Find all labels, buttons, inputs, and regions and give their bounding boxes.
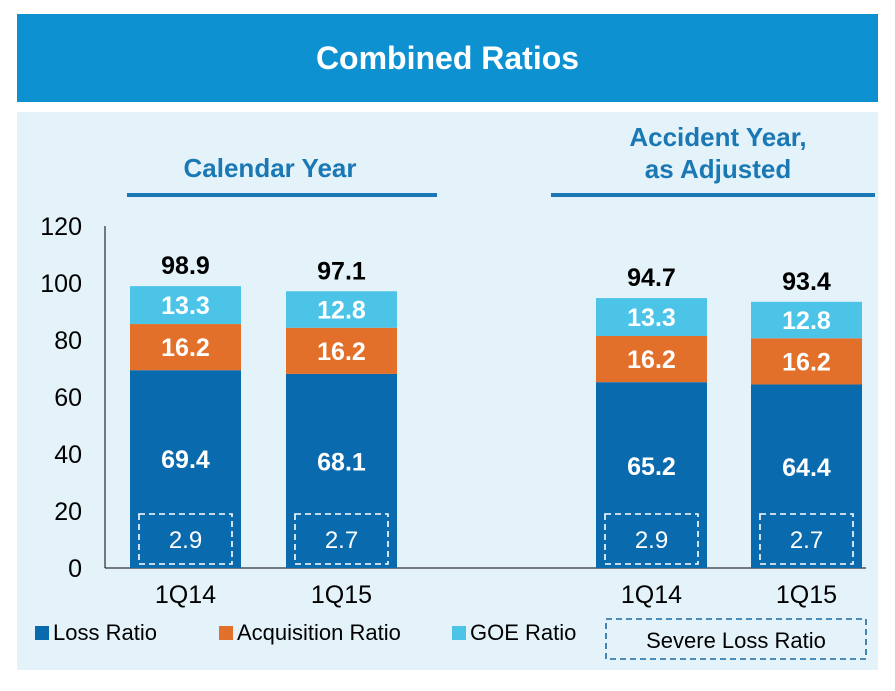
severe-loss-label-1: 2.9 <box>169 527 202 554</box>
goe-value-label-3: 13.3 <box>627 304 676 332</box>
total-label-1: 98.9 <box>161 252 210 280</box>
x-tick-label-2: 1Q15 <box>311 581 372 609</box>
severe-loss-legend-box <box>605 618 867 660</box>
goe-bar-3 <box>596 298 707 337</box>
title-banner: Combined Ratios <box>17 14 878 102</box>
loss-ratio-legend-swatch <box>35 626 49 640</box>
x-tick-label-3: 1Q14 <box>621 581 682 609</box>
severe-loss-box-2 <box>294 513 389 565</box>
acquisition-bar-3 <box>596 336 707 383</box>
severe-loss-ratio-legend-label: Severe Loss Ratio <box>646 628 826 653</box>
group-underline-1 <box>127 193 437 197</box>
group-title-1: Calendar Year <box>184 153 357 183</box>
goe-bar-2 <box>286 291 397 328</box>
total-label-2: 97.1 <box>317 257 366 285</box>
loss-bar-4 <box>751 384 862 568</box>
loss-bar-2 <box>286 373 397 568</box>
severe-loss-box-1 <box>138 513 233 565</box>
y-tick-label-40: 40 <box>54 441 82 469</box>
goe-value-label-2: 12.8 <box>317 297 366 325</box>
total-label-3: 94.7 <box>627 264 676 292</box>
y-tick-label-0: 0 <box>68 555 82 583</box>
goe-ratio-legend-swatch <box>452 626 466 640</box>
severe-loss-label-3: 2.9 <box>635 527 668 554</box>
loss-value-label-1: 69.4 <box>161 446 210 474</box>
total-label-4: 93.4 <box>782 268 831 296</box>
goe-bar-1 <box>130 286 241 325</box>
acquisition-ratio-legend-swatch <box>219 626 233 640</box>
acquisition-bar-4 <box>751 338 862 385</box>
group-title-2-line-1: Accident Year, <box>629 122 806 152</box>
acquisition-value-label-1: 16.2 <box>161 334 210 362</box>
loss-value-label-4: 64.4 <box>782 454 831 482</box>
acquisition-bar-2 <box>286 327 397 374</box>
loss-bar-3 <box>596 382 707 568</box>
acquisition-bar-1 <box>130 324 241 371</box>
acquisition-value-label-3: 16.2 <box>627 346 676 374</box>
severe-loss-box-4 <box>759 513 854 565</box>
acquisition-value-label-4: 16.2 <box>782 348 831 376</box>
y-tick-label-100: 100 <box>40 270 82 298</box>
y-tick-label-80: 80 <box>54 327 82 355</box>
group-underline-2 <box>551 193 875 197</box>
goe-bar-4 <box>751 301 862 339</box>
y-tick-label-20: 20 <box>54 498 82 526</box>
group-title-2-line-2: as Adjusted <box>645 154 791 184</box>
y-tick-label-120: 120 <box>40 213 82 241</box>
loss-value-label-2: 68.1 <box>317 448 366 476</box>
loss-ratio-legend-label: Loss Ratio <box>53 620 157 645</box>
severe-loss-label-4: 2.7 <box>790 527 823 554</box>
loss-value-label-3: 65.2 <box>627 453 676 481</box>
goe-ratio-legend-label: GOE Ratio <box>470 620 576 645</box>
acquisition-ratio-legend-label: Acquisition Ratio <box>237 620 401 645</box>
goe-value-label-4: 12.8 <box>782 307 831 335</box>
severe-loss-box-3 <box>604 513 699 565</box>
acquisition-value-label-2: 16.2 <box>317 338 366 366</box>
goe-value-label-1: 13.3 <box>161 292 210 320</box>
y-tick-label-60: 60 <box>54 384 82 412</box>
loss-bar-1 <box>130 370 241 568</box>
x-tick-label-1: 1Q14 <box>155 581 216 609</box>
x-tick-label-4: 1Q15 <box>776 581 837 609</box>
severe-loss-label-2: 2.7 <box>325 527 358 554</box>
chart-title: Combined Ratios <box>315 39 580 76</box>
